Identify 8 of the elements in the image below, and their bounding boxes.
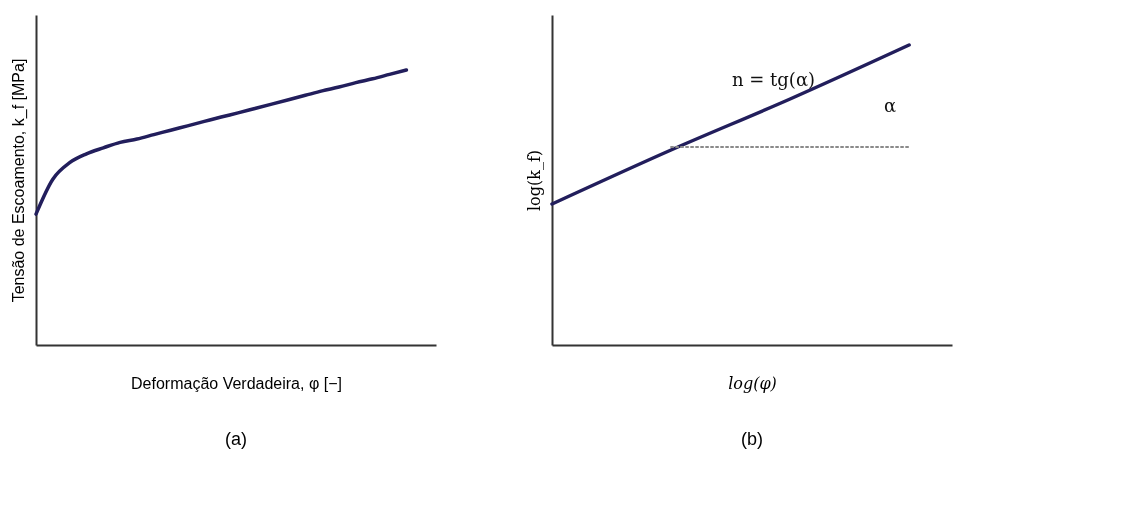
y-axis-title: log(k_f)	[524, 149, 544, 212]
x-axis-title: Deformação Verdadeira, φ [−]	[131, 374, 342, 392]
y-axis-title: Tensão de Escoamento, k_f [MPa]	[9, 58, 28, 303]
x-axis-title: log(φ)	[728, 373, 777, 393]
annotation: n = tg(α)	[732, 69, 816, 90]
annotation: α	[884, 95, 897, 117]
text: (a)	[225, 429, 247, 449]
text: (b)	[741, 429, 763, 449]
